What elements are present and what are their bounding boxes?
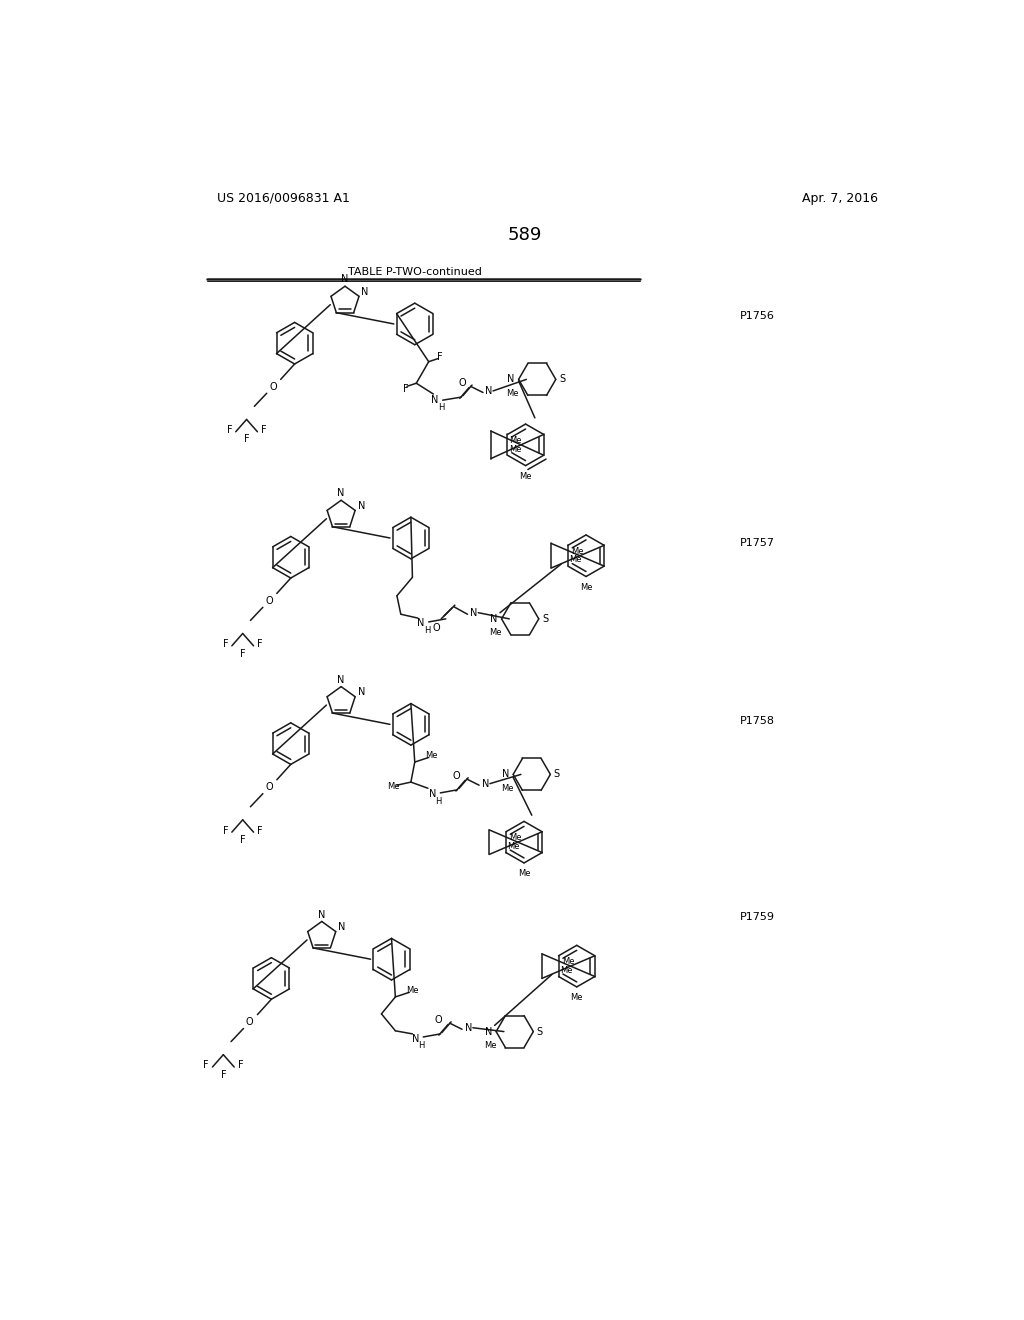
Text: Me: Me [506, 389, 518, 397]
Text: N: N [431, 395, 438, 405]
Text: H: H [424, 626, 430, 635]
Text: F: F [238, 1060, 243, 1071]
Text: N: N [470, 607, 477, 618]
Text: F: F [240, 648, 246, 659]
Text: N: N [318, 909, 326, 920]
Text: N: N [417, 619, 425, 628]
Text: N: N [357, 686, 365, 697]
Text: S: S [542, 614, 548, 624]
Text: Me: Me [483, 1041, 497, 1049]
Text: Me: Me [501, 784, 513, 793]
Text: Me: Me [519, 473, 531, 480]
Text: Me: Me [580, 583, 592, 591]
Text: Me: Me [569, 556, 582, 565]
Text: F: F [240, 834, 246, 845]
Text: P1759: P1759 [740, 912, 775, 921]
Text: F: F [223, 639, 228, 649]
Text: O: O [269, 381, 276, 392]
Text: Me: Me [509, 436, 521, 445]
Text: N: N [338, 921, 345, 932]
Text: N: N [338, 488, 345, 499]
Text: N: N [507, 375, 514, 384]
Text: Me: Me [570, 993, 583, 1002]
Text: O: O [432, 623, 440, 634]
Text: Me: Me [509, 445, 521, 454]
Text: F: F [261, 425, 266, 436]
Text: F: F [244, 434, 250, 445]
Text: F: F [257, 639, 262, 649]
Text: F: F [257, 825, 262, 836]
Text: F: F [223, 825, 228, 836]
Text: N: N [481, 779, 489, 788]
Text: Me: Me [508, 842, 520, 851]
Text: N: N [338, 675, 345, 685]
Text: Me: Me [560, 966, 572, 975]
Text: Me: Me [387, 783, 400, 791]
Text: N: N [412, 1034, 419, 1044]
Text: N: N [341, 275, 349, 284]
Text: O: O [452, 771, 460, 781]
Text: Me: Me [561, 957, 574, 966]
Text: US 2016/0096831 A1: US 2016/0096831 A1 [217, 191, 350, 205]
Text: N: N [465, 1023, 472, 1032]
Text: F: F [402, 384, 409, 395]
Text: Me: Me [509, 833, 521, 842]
Text: O: O [435, 1015, 442, 1026]
Text: F: F [204, 1060, 209, 1071]
Text: TABLE P-TWO-continued: TABLE P-TWO-continued [348, 268, 481, 277]
Text: P1756: P1756 [740, 312, 775, 321]
Text: N: N [429, 789, 436, 800]
Text: S: S [554, 770, 560, 779]
Text: N: N [484, 1027, 493, 1036]
Text: Me: Me [426, 751, 438, 760]
Text: F: F [437, 352, 442, 362]
Text: N: N [485, 385, 493, 396]
Text: Me: Me [571, 546, 584, 556]
Text: H: H [435, 797, 442, 805]
Text: O: O [265, 597, 272, 606]
Text: O: O [246, 1018, 254, 1027]
Text: H: H [419, 1041, 425, 1049]
Text: O: O [265, 783, 272, 792]
Text: Me: Me [407, 986, 419, 995]
Text: H: H [438, 403, 444, 412]
Text: P1757: P1757 [740, 539, 775, 548]
Text: Me: Me [489, 628, 502, 638]
Text: N: N [361, 286, 369, 297]
Text: N: N [502, 770, 509, 779]
Text: S: S [537, 1027, 543, 1036]
Text: 589: 589 [508, 227, 542, 244]
Text: Apr. 7, 2016: Apr. 7, 2016 [802, 191, 879, 205]
Text: P1758: P1758 [740, 715, 775, 726]
Text: O: O [459, 379, 467, 388]
Text: F: F [220, 1069, 226, 1080]
Text: N: N [357, 500, 365, 511]
Text: N: N [490, 614, 498, 624]
Text: Me: Me [518, 870, 530, 878]
Text: S: S [559, 375, 565, 384]
Text: F: F [226, 425, 232, 436]
